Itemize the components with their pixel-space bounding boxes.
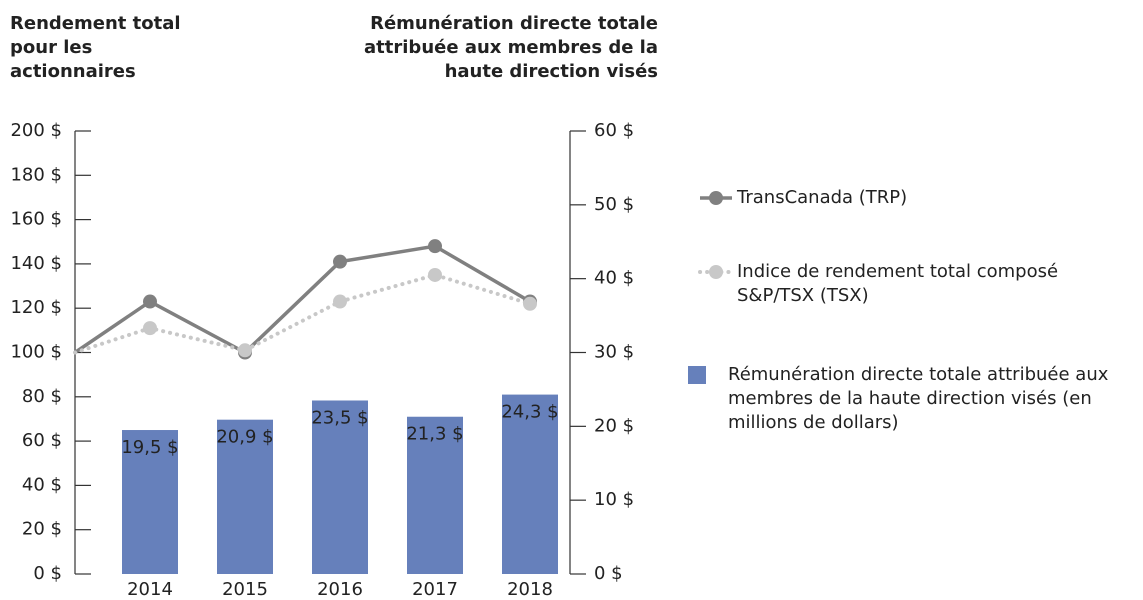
y-tick-label: 120 $ (10, 297, 62, 318)
bar-value-label: 23,5 $ (311, 407, 368, 428)
line-marker (238, 343, 252, 358)
y2-axis-title: Rémunération directe totale attribuée au… (364, 13, 658, 82)
x-tick-label: 2018 (507, 579, 553, 600)
y-tick-label: 180 $ (10, 164, 62, 185)
bar (407, 416, 463, 574)
x-tick-label: 2014 (127, 579, 173, 600)
y-tick-label: 80 $ (22, 386, 62, 407)
legend-label: Indice de rendement total composé S&P/TS… (737, 261, 1059, 306)
line-marker (333, 254, 347, 269)
bar (312, 400, 368, 574)
line (73, 272, 532, 355)
legend-swatch (688, 366, 706, 384)
y-tick-label: 140 $ (10, 253, 62, 274)
x-tick-label: 2016 (317, 579, 363, 600)
bar-value-label: 24,3 $ (501, 402, 558, 423)
legend-marker (709, 265, 723, 279)
x-tick-label: 2017 (412, 579, 458, 600)
legend-marker (709, 191, 723, 205)
bar-value-label: 19,5 $ (121, 437, 178, 458)
line-marker (428, 267, 442, 282)
y2-tick-label: 0 $ (594, 563, 623, 584)
y-tick-label: 20 $ (22, 519, 62, 540)
y-tick-label: 40 $ (22, 474, 62, 495)
line-marker (143, 321, 157, 336)
y2-tick-label: 60 $ (594, 120, 634, 141)
y-tick-label: 100 $ (10, 342, 62, 363)
bar-value-label: 20,9 $ (216, 427, 273, 448)
legend-label: TransCanada (TRP) (737, 187, 908, 208)
y-tick-label: 60 $ (22, 430, 62, 451)
bar (502, 394, 558, 574)
y2-tick-label: 40 $ (594, 268, 634, 289)
line-marker (143, 294, 157, 309)
y-tick-label: 200 $ (10, 120, 62, 141)
line-marker (428, 239, 442, 254)
bar (217, 419, 273, 574)
y2-tick-label: 50 $ (594, 194, 634, 215)
y-tick-label: 160 $ (10, 209, 62, 230)
y2-tick-label: 30 $ (594, 342, 634, 363)
x-tick-label: 2015 (222, 579, 268, 600)
legend-label: Rémunération directe totale attribuée au… (728, 364, 1109, 433)
y2-tick-label: 20 $ (594, 415, 634, 436)
line-marker (523, 296, 537, 311)
y-axis-title: Rendement total pour les actionnaires (10, 13, 181, 82)
bar (122, 430, 178, 574)
line-marker (333, 294, 347, 309)
line (74, 244, 531, 355)
y-tick-label: 0 $ (33, 563, 62, 584)
bar-value-label: 21,3 $ (406, 424, 463, 445)
y2-tick-label: 10 $ (594, 489, 634, 510)
